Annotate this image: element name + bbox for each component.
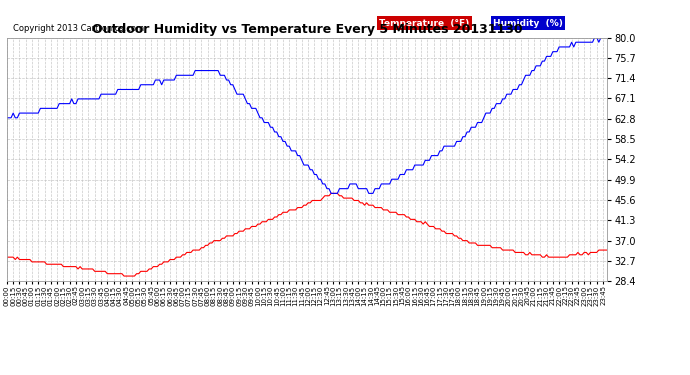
Title: Outdoor Humidity vs Temperature Every 5 Minutes 20131130: Outdoor Humidity vs Temperature Every 5 … xyxy=(92,23,522,36)
Text: Humidity  (%): Humidity (%) xyxy=(493,19,563,28)
Text: Copyright 2013 Cartronics.com: Copyright 2013 Cartronics.com xyxy=(13,24,144,33)
Text: Temperature  (°F): Temperature (°F) xyxy=(379,19,469,28)
